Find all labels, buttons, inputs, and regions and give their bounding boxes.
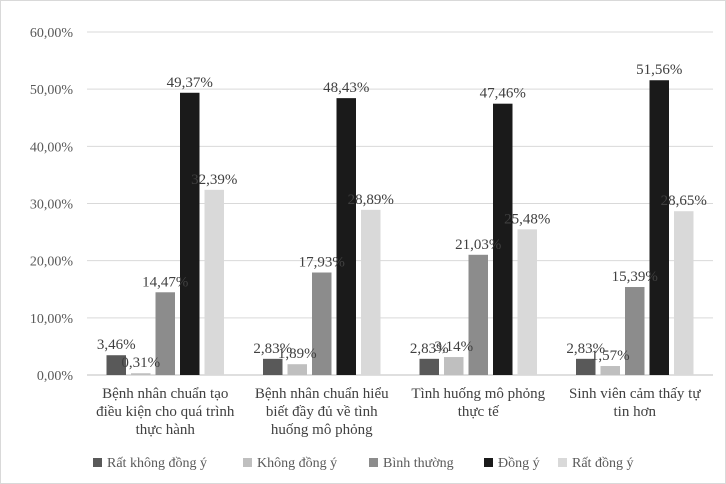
category-label: huống mô phỏng [271, 422, 373, 438]
category-label: điều kiện cho quá trình [96, 404, 235, 420]
legend-label: Rất không đồng ý [107, 456, 207, 471]
data-label: 2,83% [253, 341, 292, 357]
data-label: 2,83% [566, 341, 605, 357]
category-labels: Bệnh nhân chuẩn tạo điều kiện cho quá trì… [96, 386, 701, 438]
data-label: 1,89% [278, 346, 317, 362]
data-label: 21,03% [455, 237, 501, 253]
legend-swatch [558, 458, 567, 467]
bar [287, 364, 307, 375]
legend-swatch [484, 458, 493, 467]
category-label: Bệnh nhân chuẩn hiểu [255, 386, 389, 402]
legend-label: Đồng ý [498, 456, 540, 471]
data-label: 15,39% [612, 269, 658, 285]
bar [625, 287, 645, 375]
bar [131, 373, 151, 375]
y-tick-label: 10,00% [30, 312, 74, 327]
y-tick-label: 30,00% [30, 198, 74, 213]
bar [444, 357, 464, 375]
bar [361, 209, 381, 375]
data-label: 14,47% [142, 274, 188, 290]
category-label: Bệnh nhân chuẩn tạo [102, 386, 228, 402]
category-label: thực hành [136, 422, 196, 438]
category-label: thực tế [458, 404, 499, 420]
category-label: Sinh viên cảm thấy tự [569, 386, 701, 402]
category-label: biết đầy đủ về tình [266, 404, 378, 420]
data-label: 28,89% [348, 192, 394, 208]
y-axis-ticks: 0,00% 10,00% 20,00% 30,00% 40,00% 50,00% 60,00… [30, 26, 74, 384]
data-label: 0,31% [121, 355, 160, 371]
bar [336, 98, 356, 375]
data-label: 25,48% [504, 211, 550, 227]
category-label: Tình huống mô phỏng [411, 386, 545, 402]
legend-label: Rất đồng ý [572, 456, 633, 471]
bar [517, 229, 537, 375]
bar [674, 211, 694, 375]
bar [180, 92, 200, 376]
data-label: 1,57% [591, 348, 630, 364]
y-tick-label: 60,00% [30, 26, 74, 41]
data-label: 49,37% [167, 75, 213, 91]
y-tick-label: 0,00% [37, 369, 74, 384]
legend-swatch [93, 458, 102, 467]
y-tick-label: 40,00% [30, 140, 74, 155]
legend-swatch [243, 458, 252, 467]
y-tick-label: 20,00% [30, 255, 74, 270]
bar [155, 292, 175, 375]
legend-label: Không đồng ý [257, 456, 337, 471]
category-label: tin hơn [613, 404, 656, 420]
bar [106, 355, 126, 375]
bar [649, 80, 669, 376]
bar [419, 358, 439, 375]
bar [312, 272, 332, 375]
bars [106, 80, 694, 376]
data-label: 28,65% [661, 193, 707, 209]
y-tick-label: 50,00% [30, 83, 74, 98]
data-label: 3,46% [97, 337, 136, 353]
data-label: 17,93% [299, 255, 345, 271]
data-labels: 3,46%0,31%14,47%49,37%32,39%2,83%1,89%17… [97, 62, 707, 371]
bar [263, 358, 283, 375]
data-label: 51,56% [636, 62, 682, 78]
data-label: 48,43% [323, 80, 369, 96]
data-label: 47,46% [480, 86, 526, 102]
data-label: 32,39% [191, 172, 237, 188]
bar [468, 254, 488, 375]
bar [600, 366, 620, 375]
bar [576, 358, 596, 375]
data-label: 3,14% [434, 339, 473, 355]
legend: Rất không đồng ý Không đồng ý Bình thường Đ… [93, 456, 633, 471]
bar [204, 189, 224, 375]
legend-swatch [369, 458, 378, 467]
bar [493, 103, 513, 375]
data-label: 2,83% [410, 341, 449, 357]
legend-label: Bình thường [383, 456, 454, 471]
